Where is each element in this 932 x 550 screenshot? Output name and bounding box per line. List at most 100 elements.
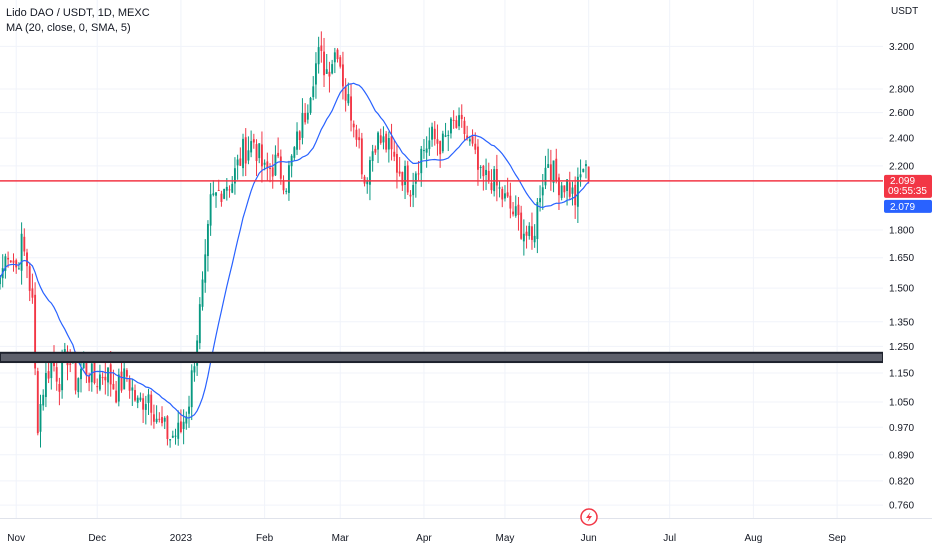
candle	[131, 379, 134, 406]
countdown-timer: 09:55:35	[888, 186, 927, 197]
candle-body	[368, 160, 371, 185]
candle-body	[163, 417, 166, 422]
last-price-value: 2.099	[890, 176, 915, 187]
candle	[215, 192, 217, 208]
candle-body	[42, 394, 45, 406]
candle	[549, 149, 552, 191]
ma-line	[0, 82, 590, 419]
candle	[558, 173, 560, 210]
candle-body	[293, 147, 296, 158]
candle-body	[239, 158, 242, 166]
candle-body	[128, 379, 131, 391]
candle	[134, 384, 136, 402]
candle-body	[61, 358, 64, 391]
y-tick-label: 2.800	[889, 84, 914, 95]
candle-body	[509, 195, 512, 209]
candle	[371, 144, 374, 172]
candle-body	[112, 383, 115, 390]
candle	[568, 171, 571, 201]
candle	[368, 156, 371, 201]
candle	[23, 228, 26, 256]
candle-body	[401, 171, 404, 186]
candle	[17, 262, 20, 270]
candle-body	[547, 164, 550, 168]
candle	[431, 122, 433, 147]
time-axis: Nov Dec 2023 Feb Mar Apr May Jun Jul Aug Sep	[0, 518, 932, 544]
candle-body	[471, 136, 474, 144]
candle	[498, 180, 501, 198]
candle	[101, 372, 104, 385]
candle-body	[522, 233, 525, 242]
candle-body	[26, 252, 28, 267]
candle-body	[28, 266, 31, 291]
candle-body	[201, 279, 204, 307]
candle	[260, 131, 263, 183]
candle	[44, 358, 47, 408]
y-tick-label: 0.820	[889, 476, 914, 487]
candle-body	[96, 386, 99, 388]
candle	[39, 394, 42, 448]
candle	[477, 139, 479, 186]
candle	[139, 392, 142, 402]
candle-body	[544, 167, 547, 186]
candle-body	[204, 254, 207, 283]
candle	[147, 388, 150, 415]
candle-body	[188, 406, 190, 414]
candle	[387, 131, 390, 163]
candle-body	[220, 193, 223, 202]
logo-bolt	[586, 512, 592, 522]
candle-body	[198, 304, 201, 344]
candle	[9, 260, 12, 264]
candle	[198, 297, 201, 350]
candle	[225, 178, 228, 201]
candle-body	[539, 198, 542, 203]
candle-body	[139, 397, 142, 401]
candle-body	[541, 187, 544, 196]
candle-body	[31, 288, 34, 298]
candle	[42, 389, 45, 411]
candle	[206, 220, 209, 272]
candle-body	[223, 188, 226, 199]
candle-body	[474, 143, 477, 150]
y-tick-label: 0.890	[889, 450, 914, 461]
candle-body	[93, 362, 96, 383]
candle	[201, 271, 204, 311]
candle-body	[468, 139, 471, 142]
candle-body	[244, 137, 247, 164]
candle-body	[136, 397, 139, 403]
candle	[417, 160, 420, 181]
candle	[360, 132, 363, 180]
candle-body	[323, 51, 325, 76]
candle-body	[341, 64, 344, 87]
candle-body	[279, 156, 282, 179]
y-tick-label: 0.970	[889, 423, 914, 434]
candle-body	[498, 187, 501, 189]
candle-body	[579, 174, 582, 178]
candle-body	[514, 206, 517, 216]
candle-body	[314, 63, 317, 85]
candle	[433, 121, 436, 146]
candle-body	[490, 182, 493, 191]
candle-body	[123, 368, 126, 390]
candle-body	[15, 260, 18, 268]
candle	[479, 165, 482, 179]
candle-body	[242, 138, 244, 169]
y-tick-label: 2.200	[889, 161, 914, 172]
candle-body	[134, 390, 136, 401]
candle-body	[142, 398, 145, 410]
candle-body	[277, 152, 280, 157]
candle	[460, 104, 463, 128]
candle-body	[158, 418, 161, 420]
candle	[444, 122, 447, 138]
candle	[282, 175, 285, 195]
candle	[115, 380, 118, 404]
candle	[374, 145, 377, 155]
candle	[15, 258, 18, 274]
candle	[179, 409, 182, 434]
candle-body	[312, 86, 315, 98]
candle-body	[274, 154, 277, 176]
candle-body	[301, 113, 304, 138]
